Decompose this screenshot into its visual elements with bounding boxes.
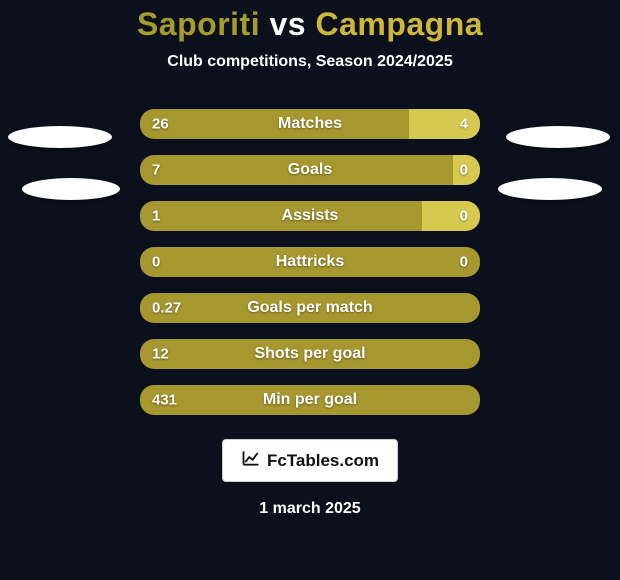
source-badge[interactable]: FcTables.com	[222, 439, 398, 482]
date-text: 1 march 2025	[259, 500, 360, 518]
stat-row: 0.27Goals per match	[140, 293, 480, 323]
chart-icon	[241, 448, 261, 473]
badge-text: FcTables.com	[267, 451, 379, 471]
vs-text: vs	[269, 6, 306, 42]
subtitle: Club competitions, Season 2024/2025	[167, 53, 452, 71]
stat-label: Shots per goal	[140, 345, 480, 363]
player-a-name: Saporiti	[137, 6, 260, 42]
stat-row: 70Goals	[140, 155, 480, 185]
stat-label: Hattricks	[140, 253, 480, 271]
stat-row: 12Shots per goal	[140, 339, 480, 369]
stat-label: Goals	[140, 161, 480, 179]
stats-container: 264Matches 70Goals 10Assists 00Hattricks 0.2…	[140, 109, 480, 415]
stat-label: Assists	[140, 207, 480, 225]
stat-label: Matches	[140, 115, 480, 133]
stat-label: Min per goal	[140, 391, 480, 409]
stat-row: 264Matches	[140, 109, 480, 139]
stat-row: 00Hattricks	[140, 247, 480, 277]
player-b-name: Campagna	[315, 6, 483, 42]
stat-row: 10Assists	[140, 201, 480, 231]
page-title: Saporiti vs Campagna	[137, 6, 483, 43]
content-wrapper: Saporiti vs Campagna Club competitions, …	[0, 0, 620, 580]
stat-label: Goals per match	[140, 299, 480, 317]
stat-row: 431Min per goal	[140, 385, 480, 415]
